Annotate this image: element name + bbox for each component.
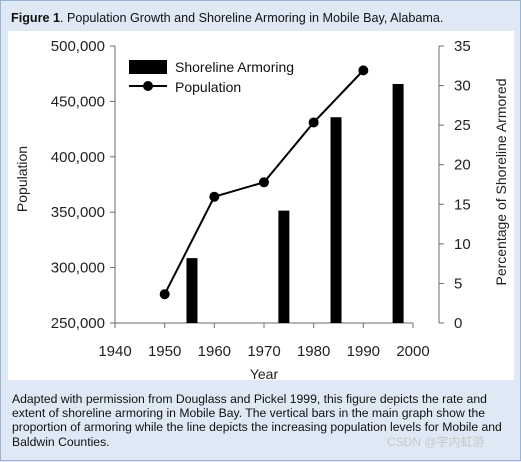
y-left-tick-label: 450,000 <box>51 93 105 110</box>
watermark: CSDN @宇内虹游 <box>387 435 485 449</box>
bar <box>186 258 198 323</box>
y-axis-left-label: Population <box>14 146 30 212</box>
x-tick-label: 1950 <box>148 343 181 360</box>
bar <box>330 117 342 323</box>
population-point <box>159 289 170 300</box>
x-tick-label: 1960 <box>198 343 231 360</box>
figure-caption: Figure 1. Population Growth and Shorelin… <box>11 9 516 27</box>
legend-swatch-bar <box>129 60 167 74</box>
x-tick-label: 1970 <box>247 343 280 360</box>
y-axis-right-label: Percentage of Shoreline Armored <box>493 78 509 285</box>
population-point <box>308 117 319 128</box>
bar <box>392 83 404 323</box>
y-right-tick-label: 35 <box>454 38 471 55</box>
x-tick-label: 1990 <box>347 343 380 360</box>
bar <box>278 210 290 323</box>
population-point <box>259 177 269 188</box>
x-tick-label: 2000 <box>396 343 429 360</box>
y-right-tick-label: 25 <box>454 117 471 134</box>
y-left-tick-label: 250,000 <box>51 315 105 332</box>
y-left-tick-label: 300,000 <box>51 260 105 277</box>
y-right-tick-label: 10 <box>454 236 471 253</box>
y-right-tick-label: 30 <box>454 78 471 95</box>
legend-label-line: Population <box>175 79 241 95</box>
y-right-tick-label: 0 <box>454 315 462 332</box>
plot-area-background <box>8 31 514 380</box>
figure-label: Figure 1 <box>11 11 60 25</box>
y-left-tick-label: 400,000 <box>51 149 105 166</box>
population-point <box>358 65 369 76</box>
x-axis-label: Year <box>250 366 279 382</box>
y-right-tick-label: 5 <box>454 275 462 292</box>
y-left-tick-label: 500,000 <box>51 38 105 55</box>
legend-label-bar: Shoreline Armoring <box>175 59 294 75</box>
y-right-tick-label: 20 <box>454 157 471 174</box>
figure-title: . Population Growth and Shoreline Armori… <box>60 11 444 25</box>
figure-description: Adapted with permission from Douglass an… <box>12 392 502 449</box>
y-right-tick-label: 15 <box>454 196 471 213</box>
legend-swatch-marker <box>143 81 153 91</box>
y-left-tick-label: 350,000 <box>51 204 105 221</box>
x-tick-label: 1940 <box>98 343 131 360</box>
x-tick-label: 1980 <box>297 343 330 360</box>
population-point <box>209 191 220 202</box>
